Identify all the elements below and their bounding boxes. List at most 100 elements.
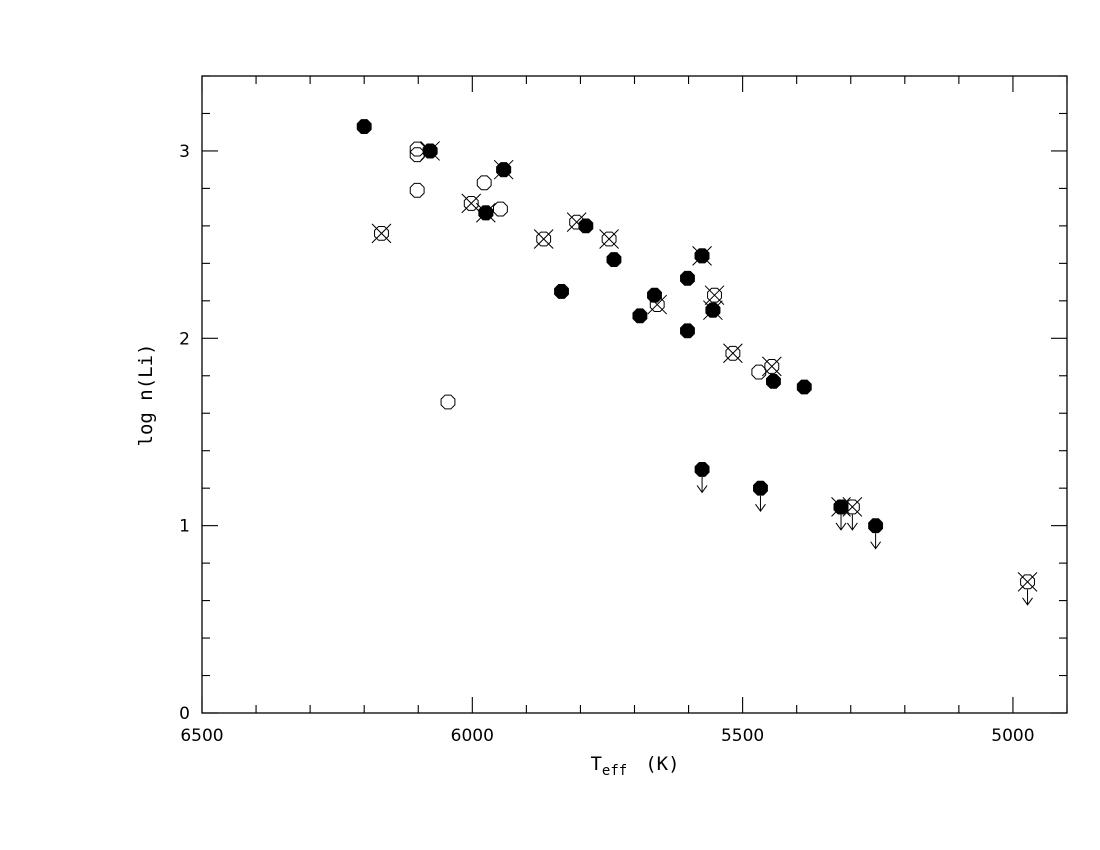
x-tick-label: 5000 [991,726,1034,746]
open-octagon-marker [493,201,508,217]
open-octagon-marker [409,182,425,198]
open-octagon-marker [569,214,585,230]
data-point-open-x [647,294,668,315]
open-octagon-marker [725,345,741,361]
cross-mark [723,343,743,364]
cross-mark [703,300,723,321]
open-octagon-marker [764,358,780,374]
x-tick-label: 6500 [180,726,223,746]
data-point-open-x [723,343,743,364]
open-octagon-marker [1020,574,1035,590]
y-axis-label: log n(Li) [135,344,157,447]
cross-mark [371,223,392,244]
y-tick-label: 2 [179,329,190,349]
upper-limit-arrowhead [835,522,847,531]
filled-octagon-marker [766,373,781,389]
cross-mark [831,497,851,517]
open-octagon-marker [374,225,389,241]
data-point-filled [578,218,594,234]
cross-mark [566,212,587,232]
data-point-filled [680,323,695,339]
data-markers [356,119,1038,606]
data-point-open-x [461,193,482,214]
data-point-filled [356,119,372,135]
upper-limit-arrowhead [696,485,708,494]
open-octagon-marker [463,195,479,211]
filled-octagon-marker [796,379,812,395]
data-point-open [440,394,456,410]
cross-mark [1017,571,1038,592]
axis-tick-labels: 6500 6000 5500 5000 0 1 2 3 [179,142,1034,746]
cross-mark [704,285,725,306]
data-point-open-x [599,229,619,249]
filled-octagon-marker [680,270,695,286]
upper-limit-arrowhead [755,503,766,513]
data-point-filled-x [831,497,851,517]
data-point-open-x [842,497,863,531]
open-octagon-marker [649,297,665,312]
cross-mark [475,202,496,223]
axis-ticks [201,75,1068,714]
cross-mark [420,141,440,161]
data-point-filled [606,252,622,268]
cross-mark [692,246,712,266]
x-axis-label-subscript: eff [602,763,627,779]
x-tick-label: 6000 [451,726,494,746]
data-point-open-x [1017,571,1038,606]
filled-octagon-marker [554,284,569,299]
data-point-filled-x [420,141,440,161]
cross-mark [533,229,554,249]
filled-octagon-marker [606,252,622,268]
open-octagon-marker [536,231,552,247]
data-point-open [751,364,767,380]
data-point-filled [632,308,648,324]
cross-mark [493,159,514,180]
data-point-filled-x [493,159,514,180]
x-axis-label-main: T [590,753,601,775]
data-point-filled [554,284,569,299]
upper-limit-arrowhead [1022,597,1033,606]
data-point-open [409,182,425,198]
data-point-open-x [533,229,554,249]
cross-mark [461,193,482,214]
data-point-open [476,175,492,191]
filled-octagon-marker [694,462,710,477]
data-point-filled [694,462,710,494]
filled-octagon-marker [647,287,662,303]
filled-octagon-marker [632,308,648,324]
upper-limit-arrowhead [870,541,882,550]
data-point-filled [753,480,768,513]
open-octagon-marker [440,394,456,410]
open-octagon-marker [751,364,767,380]
x-tick-label: 5500 [721,726,764,746]
data-point-open-x [371,223,392,244]
filled-octagon-marker [680,323,695,339]
data-point-open [409,141,425,157]
data-point-filled [766,373,781,389]
data-point-filled [796,379,812,395]
y-tick-label: 0 [179,704,190,724]
y-tick-label: 1 [179,517,190,537]
data-point-filled-x [475,202,496,223]
open-octagon-marker [409,141,425,157]
data-point-open-x [761,356,782,377]
data-point-open-x [566,212,587,232]
filled-octagon-marker [356,119,372,135]
x-axis-label-unit: (K) [645,753,679,775]
data-point-filled [680,270,695,286]
cross-mark [761,356,782,377]
cross-mark [599,229,619,249]
data-point-filled [647,287,662,303]
data-point-filled-x [692,246,712,266]
filled-octagon-marker [868,518,884,534]
plot-frame [201,75,1068,714]
filled-octagon-marker [753,480,768,496]
open-octagon-marker [476,175,492,191]
cross-mark [842,497,863,517]
plot-border [201,75,1068,714]
y-tick-label: 3 [179,142,190,162]
x-axis-label: Teff (K) [590,753,679,779]
open-octagon-marker [707,287,722,303]
filled-octagon-marker [578,218,594,234]
